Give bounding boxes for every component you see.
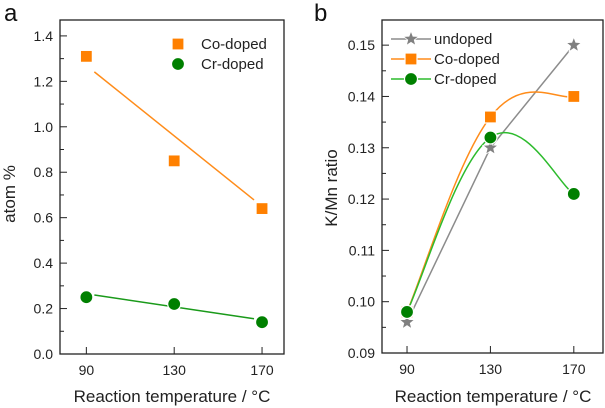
panel-b: b 0.09 0.10 0.11 0.12 0.13 0.14 0.15 90 130 170 u… xyxy=(314,0,604,406)
x-tick-label: 90 xyxy=(79,362,95,378)
x-tick-label: 170 xyxy=(250,362,274,378)
data-point-cr-doped xyxy=(167,296,182,312)
x-tick-label: 130 xyxy=(479,361,503,377)
y-tick-label: 0.0 xyxy=(34,346,54,362)
x-tick-label: 130 xyxy=(163,362,187,378)
y-tick-label: 0.8 xyxy=(34,164,54,180)
data-point-undoped xyxy=(481,138,500,156)
plot-frame xyxy=(59,19,285,355)
data-point-co-doped xyxy=(79,49,93,63)
panel-b-axes: 0.09 0.10 0.11 0.12 0.13 0.14 0.15 90 130 170 xyxy=(348,19,604,377)
panel-b-markers xyxy=(398,36,583,330)
y-tick-label: 0.11 xyxy=(349,242,375,258)
legend-marker-cr-doped xyxy=(170,56,186,72)
y-tick-label: 0.14 xyxy=(348,88,375,104)
series-line-co-doped xyxy=(406,91,574,313)
panel-b-y-axis-label: K/Mn ratio xyxy=(322,149,341,226)
panel-a-axes: 0.0 0.2 0.4 0.6 0.8 1.0 1.2 1.4 90 130 170 xyxy=(34,19,285,378)
data-point-co-doped xyxy=(567,89,581,104)
y-tick-label: 0.13 xyxy=(348,140,375,156)
panel-a-fit-lines xyxy=(93,71,255,320)
data-point-cr-doped xyxy=(483,130,498,145)
legend-marker-co-doped xyxy=(171,37,185,51)
panel-a-label: a xyxy=(4,0,18,27)
legend-label: undoped xyxy=(434,31,492,48)
y-tick-label: 0.09 xyxy=(348,345,375,361)
data-point-cr-doped xyxy=(254,315,270,330)
series-line-cr-doped xyxy=(406,131,575,313)
panel-a-markers xyxy=(79,49,270,330)
legend-marker-cr-doped xyxy=(403,71,419,87)
legend-label: Cr-doped xyxy=(434,71,497,88)
y-tick-label: 0.4 xyxy=(34,255,54,271)
legend-marker-undoped xyxy=(402,29,420,47)
data-point-co-doped xyxy=(167,154,181,168)
y-tick-label: 0.2 xyxy=(34,301,54,317)
panel-a-x-axis-label: Reaction temperature / °C xyxy=(74,387,271,406)
data-point-cr-doped xyxy=(399,304,415,320)
fit-line-co-doped xyxy=(93,71,255,201)
panel-a-legend: Co-doped Cr-doped xyxy=(170,36,267,73)
panel-b-label: b xyxy=(314,0,327,27)
y-tick-label: 1.4 xyxy=(34,28,54,44)
y-tick-label: 1.2 xyxy=(34,73,54,89)
data-point-undoped xyxy=(398,313,416,330)
panel-a: a 0.0 0.2 0.4 0.6 0.8 1.0 1.2 1.4 90 130 170 Co-do… xyxy=(0,0,285,406)
y-tick-label: 0.15 xyxy=(348,37,375,53)
data-point-co-doped xyxy=(483,110,498,124)
y-tick-label: 0.6 xyxy=(34,210,54,226)
legend-label: Co-doped xyxy=(201,36,267,53)
legend-marker-co-doped xyxy=(404,52,418,66)
panel-b-legend: undoped Co-doped Cr-doped xyxy=(391,29,500,88)
plot-frame xyxy=(381,19,604,354)
y-tick-label: 0.10 xyxy=(348,294,375,310)
x-tick-label: 170 xyxy=(562,361,586,377)
panel-b-x-axis-label: Reaction temperature / °C xyxy=(395,387,592,406)
data-point-co-doped xyxy=(255,201,269,216)
x-tick-label: 90 xyxy=(399,361,415,377)
legend-label: Cr-doped xyxy=(201,56,264,73)
panel-a-y-axis-label: atom % xyxy=(0,165,19,223)
y-tick-label: 1.0 xyxy=(34,119,54,135)
data-point-cr-doped xyxy=(566,186,581,202)
y-tick-label: 0.12 xyxy=(348,191,375,207)
data-point-cr-doped xyxy=(79,290,94,305)
legend-label: Co-doped xyxy=(434,51,500,68)
data-point-undoped xyxy=(565,36,583,53)
